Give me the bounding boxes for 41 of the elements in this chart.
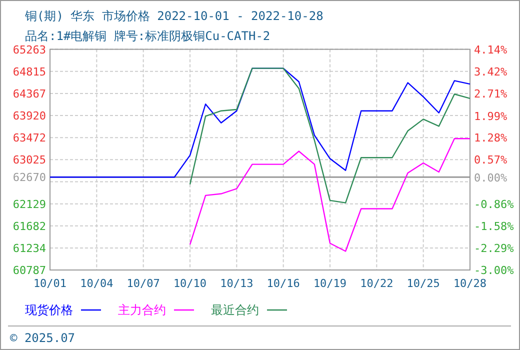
x-tick-label: 10/10 (173, 277, 207, 290)
y2-tick-label: -3.00% (474, 264, 514, 277)
y-tick-label: 63025 (12, 154, 46, 167)
y-tick-label: 62670 (12, 171, 46, 184)
text: © 2025.07 (10, 331, 76, 345)
y2-tick-label: 4.14% (474, 43, 508, 56)
y-tick-label: 60787 (12, 264, 46, 277)
y2-tick-label: 0.57% (474, 154, 508, 167)
x-tick-label: 10/01 (33, 277, 67, 290)
y2-tick-label: 1.99% (474, 110, 508, 123)
y-tick-label: 64815 (12, 65, 46, 78)
x-tick-label: 10/22 (360, 277, 394, 290)
chart-title: 铜(期) 华东 市场价格 2022-10-01 - 2022-10-28 (24, 9, 324, 23)
line-series (189, 138, 471, 252)
y2-tick-label: 0.00% (474, 171, 508, 184)
x-tick-label: 10/04 (80, 277, 114, 290)
y-tick-label: 65263 (12, 43, 46, 56)
x-tick-label: 10/16 (266, 277, 300, 290)
y-tick-label: 62129 (12, 198, 46, 211)
y2-tick-label: 1.28% (474, 132, 508, 145)
line-series (49, 68, 471, 178)
y2-tick-label: 3.42% (474, 66, 508, 79)
x-tick-label: 10/07 (126, 277, 160, 290)
legend-label: 主力合约 (118, 303, 166, 317)
line-series (189, 68, 471, 204)
x-tick-label: 10/28 (453, 277, 487, 290)
y2-tick-label: -0.86% (474, 198, 514, 211)
legend-label: 最近合约 (211, 303, 259, 317)
y-tick-label: 63920 (12, 110, 46, 123)
y-tick-label: 64367 (12, 87, 46, 100)
y2-tick-label: 2.71% (474, 88, 508, 100)
x-tick-label: 10/19 (313, 277, 347, 290)
x-tick-label: 10/25 (406, 277, 440, 290)
y-tick-label: 61234 (12, 242, 46, 255)
chart-subtitle: 品名:1#电解铜 牌号:标准阴极铜Cu-CATH-2 (25, 29, 270, 43)
y2-tick-label: -2.29% (474, 242, 514, 256)
y-tick-label: 63472 (12, 132, 46, 145)
y2-tick-label: -1.58% (474, 220, 514, 234)
legend-label: 现货价格 (25, 303, 73, 317)
y-tick-label: 61682 (12, 220, 46, 233)
x-tick-label: 10/13 (220, 277, 254, 290)
